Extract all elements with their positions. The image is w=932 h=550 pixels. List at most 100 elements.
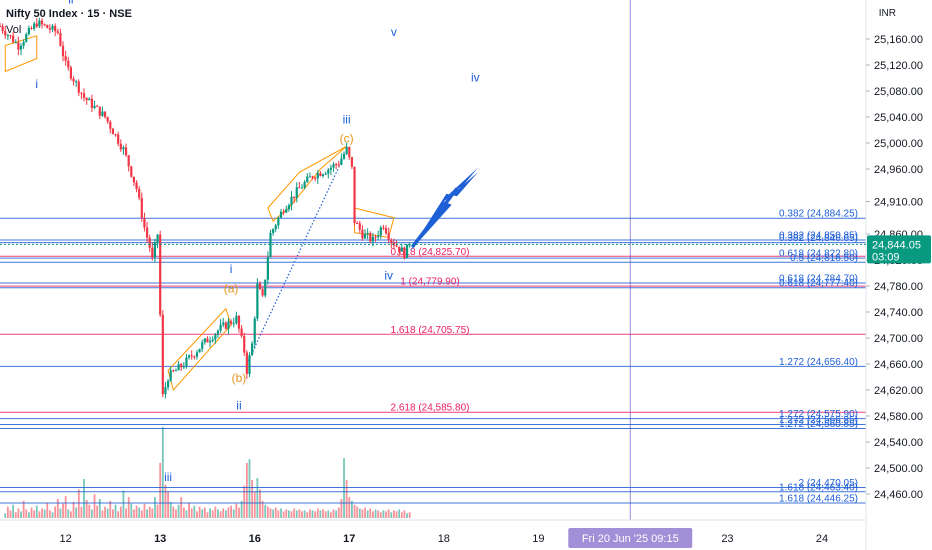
candle-body: [6, 35, 9, 37]
volume-bar: [62, 503, 64, 518]
wave-label: (a): [224, 282, 239, 296]
candle: [321, 173, 325, 178]
symbol-title[interactable]: Nifty 50 Index · 15 · NSE: [6, 8, 132, 20]
volume-bar: [206, 512, 209, 518]
volume-bar: [193, 505, 196, 518]
candle: [258, 281, 262, 290]
candle-body: [332, 164, 335, 168]
currency-label[interactable]: INR: [878, 8, 896, 19]
candle-body: [377, 235, 380, 238]
candle: [127, 154, 130, 172]
candle: [316, 169, 319, 184]
candle-body: [405, 244, 409, 258]
candle: [30, 26, 33, 30]
candle: [237, 315, 241, 333]
volume-bar: [387, 509, 390, 518]
y-tick-label: 24,460.00: [874, 489, 923, 501]
volume-bar: [140, 510, 143, 518]
candle: [48, 24, 51, 34]
candle-body: [195, 352, 199, 357]
volume-bar: [393, 510, 395, 518]
fib-level: 0.382 (24,846.65): [0, 233, 866, 244]
candle-body: [348, 146, 351, 158]
candle: [64, 50, 67, 66]
volume-bar: [104, 506, 106, 518]
y-tick-label: 24,960.00: [874, 164, 923, 176]
volume-bar: [6, 506, 9, 518]
candle-body: [143, 217, 146, 228]
volume-bar: [385, 511, 387, 518]
candle: [187, 354, 191, 360]
volume-bar: [14, 512, 17, 518]
candle: [235, 311, 238, 325]
volume-bar: [398, 509, 401, 518]
volume-indicator-label[interactable]: Vol: [6, 24, 22, 36]
candle: [363, 229, 367, 239]
volume-bar: [240, 500, 243, 518]
current-price-label: 24,844.05: [872, 239, 921, 251]
volume-bar: [35, 505, 38, 518]
fib-level-label: 1 (24,779.90): [400, 277, 460, 288]
volume-bar: [143, 503, 146, 518]
volume-bar: [322, 509, 324, 518]
candle: [245, 350, 248, 379]
fib-level-label: 0.382 (24,884.25): [779, 209, 858, 220]
volume-bar: [222, 508, 225, 518]
volume-bar: [41, 508, 43, 518]
candle: [166, 378, 170, 390]
candle: [85, 97, 88, 105]
candle-body: [169, 370, 172, 382]
volume-bar: [188, 502, 190, 518]
candle-body: [40, 20, 44, 25]
fib-level-label: 1.618 (24,705.75): [391, 325, 470, 336]
candle-body: [361, 229, 364, 239]
candle-body: [384, 227, 388, 234]
pattern-channel: [267, 145, 347, 222]
time-axis[interactable]: 12 13 16 17 18 19 23 24 Fri 20 Jun '25 09:15: [0, 519, 866, 548]
candle-body: [353, 166, 356, 223]
volume-bar: [12, 504, 15, 518]
fib-level-label: 1.272 (24,575.90): [779, 409, 858, 420]
candle-body: [12, 35, 15, 43]
volume-bar: [72, 501, 75, 518]
fib-level-label: 1.272 (24,566.85): [779, 415, 858, 426]
candle-body: [287, 205, 290, 210]
candles: [0, 17, 411, 399]
candle-body: [366, 233, 369, 235]
candle-body: [256, 283, 259, 319]
volume-bar: [340, 499, 343, 518]
fibonacci-levels[interactable]: 0.382 (24,884.25) 0.382 (24,850.85)0.382 …: [0, 209, 866, 505]
candle-body: [193, 356, 196, 358]
candle-body: [337, 164, 340, 166]
candle: [51, 24, 54, 33]
candle-body: [122, 147, 125, 150]
candle: [203, 337, 206, 345]
candle-body: [82, 93, 86, 98]
candle: [272, 228, 275, 236]
candle: [369, 231, 372, 244]
candle-body: [387, 233, 390, 240]
candle-body: [80, 92, 83, 94]
candle: [324, 171, 327, 176]
volume-bar: [253, 491, 256, 518]
volume-bar: [25, 509, 28, 518]
y-tick-label: 25,040.00: [874, 112, 923, 124]
y-tick-label: 24,660.00: [874, 359, 923, 371]
candle-body: [327, 169, 330, 174]
candle-body: [227, 321, 230, 329]
candle-body: [106, 117, 109, 122]
fib-level: 1.272 (24,575.90): [0, 409, 866, 420]
drawings[interactable]: [4, 35, 478, 392]
candle-body: [22, 41, 25, 46]
volume-bar: [109, 500, 112, 518]
volume-bar: [190, 508, 193, 518]
candle: [54, 23, 57, 37]
volume-bar: [70, 511, 72, 518]
candle: [172, 369, 175, 373]
candle-body: [219, 324, 222, 331]
candle: [56, 28, 59, 35]
wave-label: iii: [164, 470, 172, 484]
volume-bar: [182, 507, 185, 518]
